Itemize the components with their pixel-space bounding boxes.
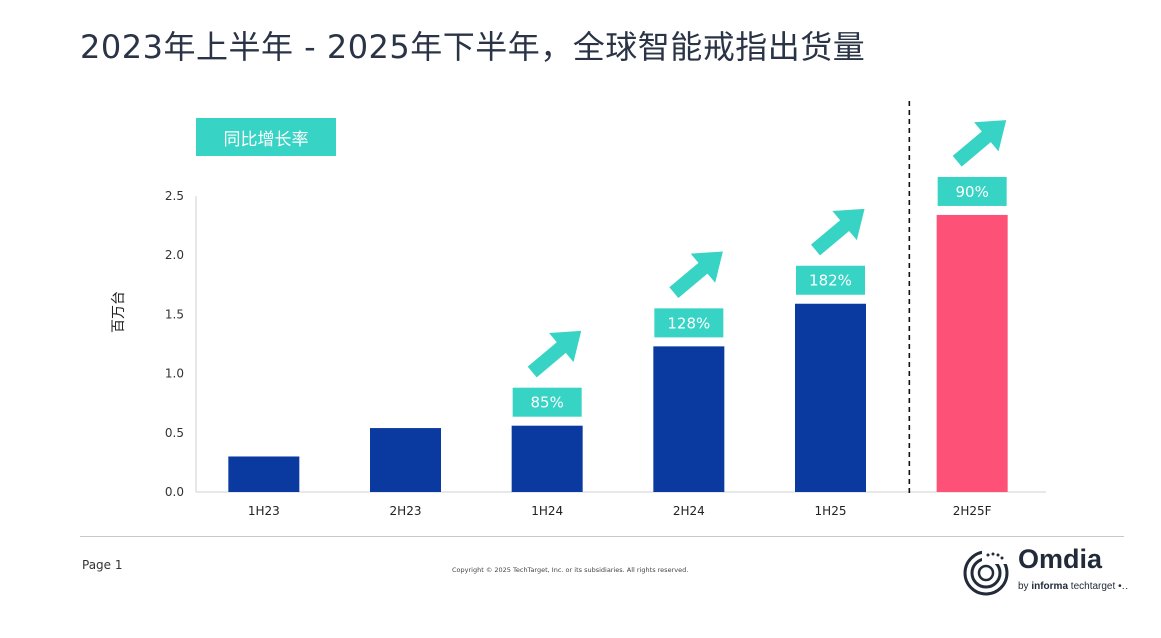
footer-divider <box>80 536 1124 537</box>
y-tick-label: 1.0 <box>165 367 184 381</box>
y-tick-label: 1.5 <box>165 307 184 321</box>
omdia-logo: Omdia by informa techtarget •‥ <box>962 544 1132 598</box>
growth-label: 182% <box>809 272 852 290</box>
copyright-text: Copyright © 2025 TechTarget, Inc. or its… <box>452 566 689 574</box>
logo-tagline: by informa techtarget •‥ <box>1018 581 1129 592</box>
y-tick-label: 0.0 <box>165 485 184 499</box>
chart-title: 2023年上半年 - 2025年下半年，全球智能戒指出货量 <box>80 28 866 66</box>
growth-label: 85% <box>530 394 563 412</box>
growth-badge <box>937 176 1007 206</box>
x-tick-label: 2H24 <box>673 504 705 518</box>
growth-arrow-icon <box>811 208 865 256</box>
x-tick-label: 1H23 <box>248 504 280 518</box>
growth-label: 90% <box>955 183 988 201</box>
bar-2h25f <box>936 214 1008 492</box>
growth-arrow-icon <box>669 251 723 299</box>
logo-name: Omdia <box>1018 544 1103 574</box>
x-tick-label: 2H23 <box>390 504 422 518</box>
x-tick-label: 2H25F <box>953 504 992 518</box>
y-tick-label: 2.5 <box>165 189 184 203</box>
growth-arrow-icon <box>527 330 582 378</box>
bar-1h23 <box>228 456 300 492</box>
shipment-bar-chart: 0.0 0.5 1.0 1.5 2.0 2.5 1H23 2H23 1H24 85% 2H24 128… <box>165 101 1046 518</box>
growth-label: 128% <box>667 314 710 332</box>
bar-1h25 <box>795 303 866 492</box>
x-tick-label: 1H25 <box>815 504 847 518</box>
page-number: Page 1 <box>82 558 123 572</box>
y-tick-label: 2.0 <box>165 248 184 262</box>
growth-badge <box>796 265 865 295</box>
omdia-logo-icon <box>963 550 1009 596</box>
bar-1h24 <box>511 425 583 492</box>
growth-badge <box>654 308 724 338</box>
growth-arrow-icon <box>952 120 1007 167</box>
legend-growth-rate: 同比增长率 <box>196 118 336 156</box>
bar-2h24 <box>653 346 725 492</box>
y-tick-label: 0.5 <box>165 426 184 440</box>
x-tick-label: 1H24 <box>531 504 563 518</box>
growth-badge <box>512 387 582 417</box>
bar-2h23 <box>370 428 441 492</box>
